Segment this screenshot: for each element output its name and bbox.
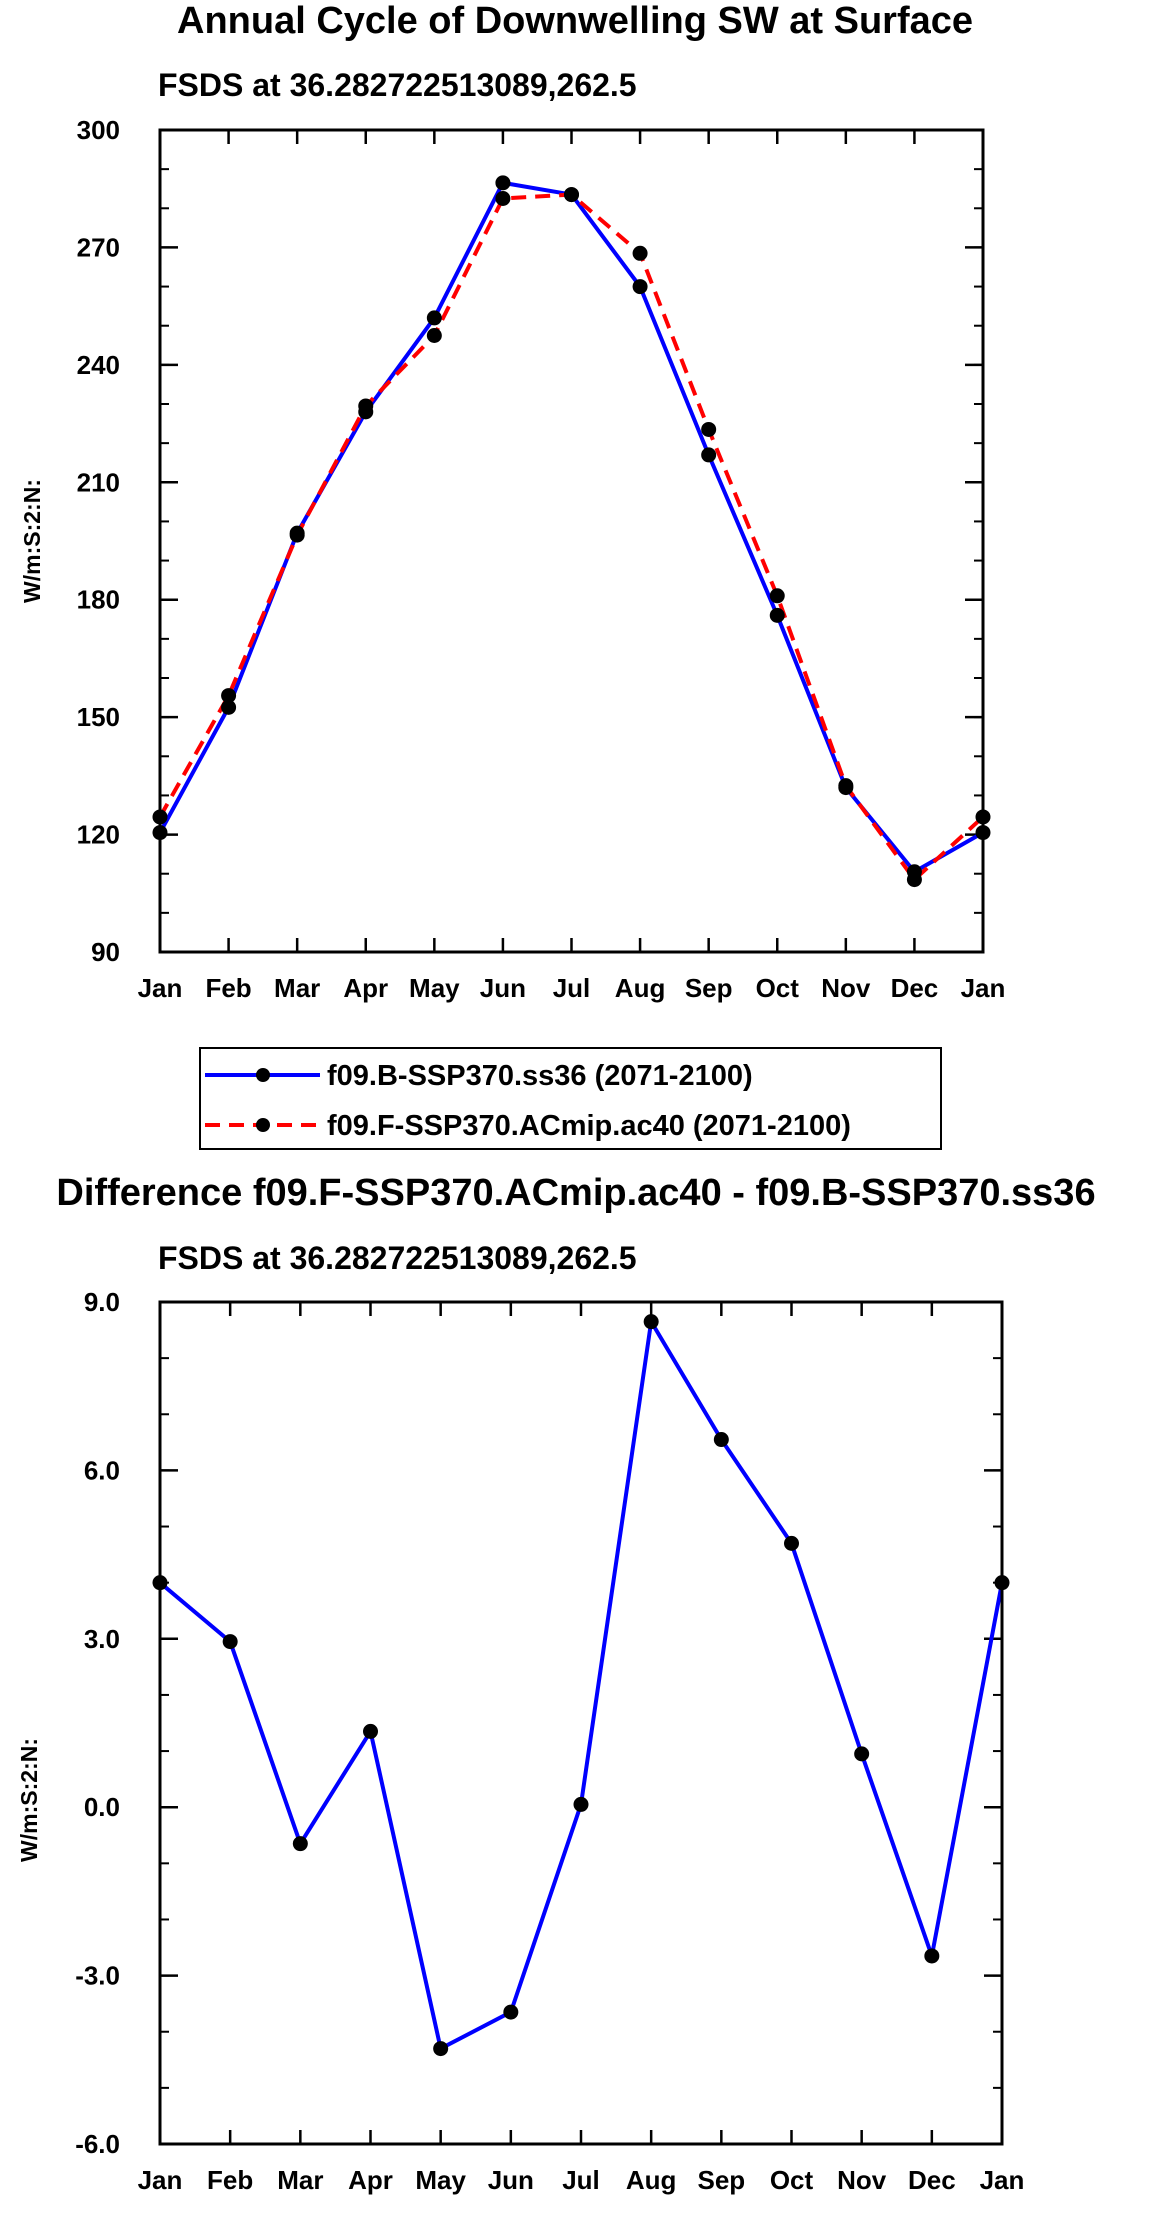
chart2-y-axis-label: W/m:S:2:N:	[16, 1738, 42, 1862]
data-point	[643, 1314, 659, 1330]
data-point	[769, 588, 785, 604]
x-tick-label: Jan	[138, 973, 183, 1003]
x-tick-label: Aug	[626, 2165, 677, 2195]
data-point	[222, 1634, 238, 1650]
chart2-plot-frame	[158, 1300, 1004, 2146]
x-tick-label: Aug	[615, 973, 666, 1003]
data-point	[495, 191, 511, 206]
data-point	[426, 310, 442, 326]
data-point	[292, 1836, 308, 1852]
x-tick-label: Nov	[837, 2165, 887, 2195]
data-point	[854, 1746, 870, 1762]
x-tick-label: May	[409, 973, 460, 1003]
y-tick-label: 210	[77, 467, 120, 497]
legend-label-ac40: f09.F-SSP370.ACmip.ac40 (2071-2100)	[327, 1110, 851, 1142]
x-tick-label: Dec	[891, 973, 939, 1003]
x-tick-label: May	[415, 2165, 466, 2195]
difference-chart: Difference f09.F-SSP370.ACmip.ac40 - f09…	[16, 1172, 1096, 2195]
x-tick-label: Sep	[685, 973, 733, 1003]
x-tick-label: Jun	[488, 2165, 534, 2195]
x-tick-label: Feb	[207, 2165, 253, 2195]
y-tick-label: -6.0	[75, 2129, 120, 2159]
x-tick-label: Jul	[562, 2165, 600, 2195]
chart1-legend: f09.B-SSP370.ss36 (2071-2100) f09.F-SSP3…	[199, 1047, 942, 1150]
x-tick-label: Feb	[205, 973, 251, 1003]
x-tick-label: Sep	[697, 2165, 745, 2195]
chart1-ticks: Jan Feb Mar Apr May Jun Jul Aug Sep Oct Nov Dec Jan 9…	[77, 115, 1006, 1003]
legend-label-ss36: f09.B-SSP370.ss36 (2071-2100)	[327, 1060, 753, 1092]
chart2-series	[152, 1314, 1010, 2057]
y-tick-label: 270	[77, 232, 120, 262]
data-point	[632, 279, 648, 295]
data-point	[784, 1535, 799, 1551]
y-tick-label: 180	[77, 585, 120, 615]
chart1-plot-frame	[158, 128, 985, 954]
x-tick-label: Oct	[756, 973, 800, 1003]
y-tick-label: 0.0	[84, 1792, 120, 1822]
legend-marker-ac40	[256, 1118, 270, 1132]
y-tick-label: 9.0	[84, 1287, 120, 1317]
data-point	[924, 1948, 940, 1964]
x-tick-label: Jul	[553, 973, 591, 1003]
data-point	[701, 447, 717, 463]
x-tick-label: Mar	[274, 973, 320, 1003]
chart1-series	[152, 175, 991, 888]
x-tick-label: Dec	[908, 2165, 956, 2195]
data-point	[573, 1796, 589, 1812]
y-tick-label: 300	[77, 115, 120, 145]
chart1-title: Annual Cycle of Downwelling SW at Surfac…	[177, 0, 973, 42]
data-point	[906, 872, 922, 888]
chart2-ticks: Jan Feb Mar Apr May Jun Jul Aug Sep Oct Nov Dec Jan-…	[75, 1287, 1024, 2195]
data-point	[838, 778, 854, 794]
y-tick-label: -3.0	[75, 1961, 120, 1991]
data-point	[221, 699, 237, 715]
data-point	[713, 1432, 729, 1448]
data-point	[221, 688, 237, 704]
data-point	[289, 527, 305, 543]
y-tick-label: 150	[77, 702, 120, 732]
y-tick-label: 90	[91, 937, 120, 967]
y-tick-label: 6.0	[84, 1455, 120, 1485]
y-tick-label: 240	[77, 350, 120, 380]
x-tick-label: Oct	[770, 2165, 814, 2195]
data-point	[701, 421, 717, 437]
chart2-title: Difference f09.F-SSP370.ACmip.ac40 - f09…	[56, 1172, 1095, 1214]
x-tick-label: Nov	[821, 973, 871, 1003]
x-tick-label: Jun	[480, 973, 526, 1003]
data-point	[632, 245, 648, 261]
data-point	[495, 175, 511, 191]
series-line	[158, 1319, 1004, 2051]
y-tick-label: 120	[77, 820, 120, 850]
x-tick-label: Mar	[277, 2165, 323, 2195]
chart1-y-axis-label: W/m:S:2:N:	[19, 479, 45, 603]
chart1-subtitle: FSDS at 36.282722513089,262.5	[158, 67, 637, 103]
y-tick-label: 3.0	[84, 1624, 120, 1654]
chart2-subtitle: FSDS at 36.282722513089,262.5	[158, 1240, 637, 1276]
x-tick-label: Jan	[961, 973, 1006, 1003]
series-line	[158, 192, 985, 882]
data-point	[564, 187, 579, 203]
legend-marker-ss36	[256, 1068, 270, 1082]
x-tick-label: Apr	[343, 973, 388, 1003]
x-tick-label: Jan	[138, 2165, 183, 2195]
x-tick-label: Jan	[980, 2165, 1025, 2195]
series-line	[158, 180, 984, 874]
data-point	[363, 1723, 378, 1739]
x-tick-label: Apr	[348, 2165, 393, 2195]
data-point	[503, 2004, 519, 2020]
legend-box	[199, 1047, 942, 1150]
data-point	[769, 607, 785, 623]
data-point	[433, 2041, 449, 2057]
data-point	[358, 398, 374, 414]
data-point	[426, 328, 442, 343]
annual-cycle-chart: Annual Cycle of Downwelling SW at Surfac…	[19, 0, 1006, 1150]
